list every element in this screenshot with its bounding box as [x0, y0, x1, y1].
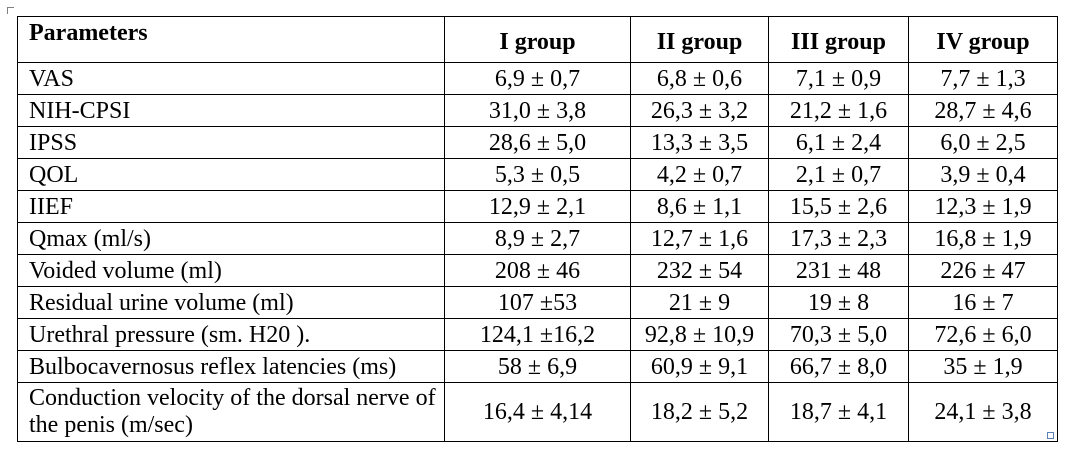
parameter-cell: Voided volume (ml)	[17, 254, 445, 287]
value-cell: 70,3 ± 5,0	[768, 318, 909, 351]
parameter-cell: Conduction velocity of the dorsal nerve …	[17, 382, 445, 442]
value-cell: 66,7 ± 8,0	[768, 350, 909, 383]
table-row: IPSS 28,6 ± 5,0 13,3 ± 3,5 6,1 ± 2,4 6,0…	[17, 126, 1058, 159]
table-row: Urethral pressure (sm. H20 ). 124,1 ±16,…	[17, 318, 1058, 351]
table-header-row: Parameters I group II group III group IV…	[17, 16, 1058, 63]
value-cell: 6,0 ± 2,5	[908, 126, 1058, 159]
value-cell: 28,7 ± 4,6	[908, 94, 1058, 127]
value-cell: 232 ± 54	[630, 254, 769, 287]
value-cell: 12,3 ± 1,9	[908, 190, 1058, 223]
table-row: Conduction velocity of the dorsal nerve …	[17, 382, 1058, 442]
value-cell: 8,6 ± 1,1	[630, 190, 769, 223]
parameter-cell: NIH-CPSI	[17, 94, 445, 127]
value-cell: 107 ±53	[444, 286, 631, 319]
value-cell: 24,1 ± 3,8	[908, 382, 1058, 442]
column-header-group-1: I group	[444, 16, 631, 63]
table-row: IIEF 12,9 ± 2,1 8,6 ± 1,1 15,5 ± 2,6 12,…	[17, 190, 1058, 223]
table-row: VAS 6,9 ± 0,7 6,8 ± 0,6 7,1 ± 0,9 7,7 ± …	[17, 62, 1058, 95]
value-cell: 16 ± 7	[908, 286, 1058, 319]
table-row: Qmax (ml/s) 8,9 ± 2,7 12,7 ± 1,6 17,3 ± …	[17, 222, 1058, 255]
value-cell: 17,3 ± 2,3	[768, 222, 909, 255]
value-cell: 18,2 ± 5,2	[630, 382, 769, 442]
parameter-cell: QOL	[17, 158, 445, 191]
value-cell: 26,3 ± 3,2	[630, 94, 769, 127]
column-header-parameters: Parameters	[17, 16, 445, 63]
value-cell: 6,8 ± 0,6	[630, 62, 769, 95]
value-cell: 2,1 ± 0,7	[768, 158, 909, 191]
value-cell: 124,1 ±16,2	[444, 318, 631, 351]
value-cell: 15,5 ± 2,6	[768, 190, 909, 223]
value-cell: 72,6 ± 6,0	[908, 318, 1058, 351]
parameters-table: Parameters I group II group III group IV…	[17, 16, 1058, 442]
table-row: NIH-CPSI 31,0 ± 3,8 26,3 ± 3,2 21,2 ± 1,…	[17, 94, 1058, 127]
value-cell: 35 ± 1,9	[908, 350, 1058, 383]
value-cell: 21 ± 9	[630, 286, 769, 319]
parameter-cell: Residual urine volume (ml)	[17, 286, 445, 319]
value-cell: 16,8 ± 1,9	[908, 222, 1058, 255]
value-cell: 6,9 ± 0,7	[444, 62, 631, 95]
value-cell: 19 ± 8	[768, 286, 909, 319]
table-move-handle[interactable]	[7, 7, 14, 14]
value-cell: 208 ± 46	[444, 254, 631, 287]
column-header-group-4: IV group	[908, 16, 1058, 63]
value-cell: 8,9 ± 2,7	[444, 222, 631, 255]
parameter-cell: Qmax (ml/s)	[17, 222, 445, 255]
value-cell: 7,7 ± 1,3	[908, 62, 1058, 95]
value-cell: 12,7 ± 1,6	[630, 222, 769, 255]
table-row: Residual urine volume (ml) 107 ±53 21 ± …	[17, 286, 1058, 319]
value-cell: 21,2 ± 1,6	[768, 94, 909, 127]
parameter-cell: IPSS	[17, 126, 445, 159]
value-cell: 16,4 ± 4,14	[444, 382, 631, 442]
value-cell: 18,7 ± 4,1	[768, 382, 909, 442]
parameter-cell: VAS	[17, 62, 445, 95]
column-header-group-3: III group	[768, 16, 909, 63]
value-cell: 6,1 ± 2,4	[768, 126, 909, 159]
table-row: Voided volume (ml) 208 ± 46 232 ± 54 231…	[17, 254, 1058, 287]
value-cell: 3,9 ± 0,4	[908, 158, 1058, 191]
value-cell: 92,8 ± 10,9	[630, 318, 769, 351]
value-cell: 31,0 ± 3,8	[444, 94, 631, 127]
value-cell: 60,9 ± 9,1	[630, 350, 769, 383]
value-cell: 28,6 ± 5,0	[444, 126, 631, 159]
value-cell: 226 ± 47	[908, 254, 1058, 287]
value-cell: 231 ± 48	[768, 254, 909, 287]
value-cell: 7,1 ± 0,9	[768, 62, 909, 95]
value-cell: 13,3 ± 3,5	[630, 126, 769, 159]
value-cell: 5,3 ± 0,5	[444, 158, 631, 191]
table-resize-handle[interactable]	[1047, 432, 1054, 439]
value-cell: 4,2 ± 0,7	[630, 158, 769, 191]
parameter-cell: IIEF	[17, 190, 445, 223]
column-header-group-2: II group	[630, 16, 769, 63]
table-row: Bulbocavernosus reflex latencies (ms) 58…	[17, 350, 1058, 383]
parameter-cell: Bulbocavernosus reflex latencies (ms)	[17, 350, 445, 383]
value-cell: 58 ± 6,9	[444, 350, 631, 383]
parameter-cell: Urethral pressure (sm. H20 ).	[17, 318, 445, 351]
value-cell: 12,9 ± 2,1	[444, 190, 631, 223]
table-row: QOL 5,3 ± 0,5 4,2 ± 0,7 2,1 ± 0,7 3,9 ± …	[17, 158, 1058, 191]
